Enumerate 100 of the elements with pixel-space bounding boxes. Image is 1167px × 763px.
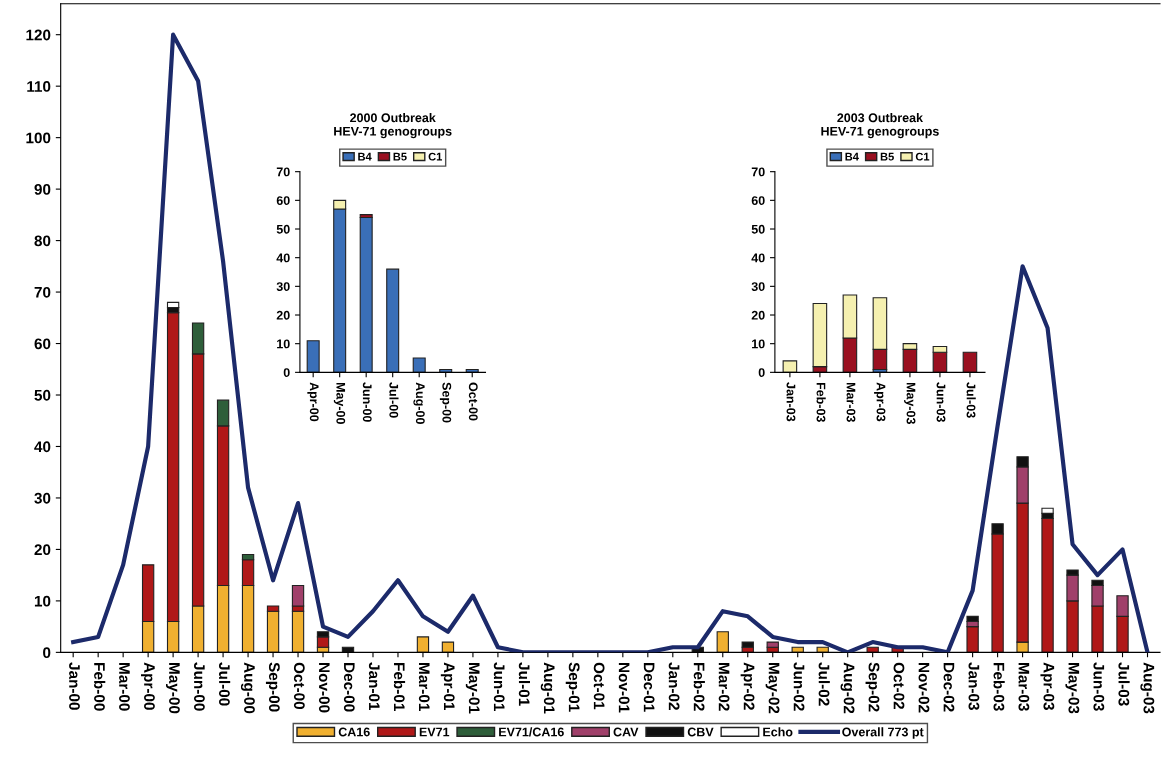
- x-tick-label: May-02: [765, 663, 780, 714]
- y-tick-label: 100: [26, 132, 51, 144]
- y-tick-label: 80: [34, 235, 51, 247]
- x-tick-label: Feb-03: [816, 382, 826, 422]
- y-tick-label: 70: [34, 286, 51, 298]
- legend-label: B4: [845, 152, 859, 161]
- y-tick-label: 70: [751, 167, 765, 177]
- x-tick-label: Dec-00: [343, 663, 355, 712]
- x-tick-label: Nov-02: [918, 663, 930, 713]
- x-tick-label: Feb-03: [993, 663, 1005, 711]
- legend-label: C1: [915, 152, 930, 161]
- bar: [386, 268, 400, 373]
- y-tick-label: 0: [43, 647, 51, 659]
- bar: [766, 641, 779, 648]
- x-tick-label: Apr-03: [874, 382, 886, 422]
- bar: [966, 626, 979, 653]
- bar: [416, 636, 430, 653]
- x-tick-label: Jun-03: [1093, 662, 1105, 711]
- x-tick-label: Feb-00: [94, 663, 106, 711]
- line-series: [71, 32, 1150, 653]
- x-tick-label: Aug-00: [413, 382, 425, 424]
- bar: [782, 360, 798, 373]
- bar: [741, 641, 754, 648]
- x-tick-label: Jun-02: [793, 662, 805, 711]
- x-tick-label: Jul-00: [389, 382, 399, 418]
- legend-label: B5: [880, 152, 894, 161]
- y-tick-label: 50: [34, 389, 51, 401]
- x-tick-label: Jun-01: [493, 662, 505, 711]
- x-tick-label: Jan-01: [368, 662, 380, 711]
- x-tick-label: Oct-02: [893, 662, 905, 710]
- legend-label: B4: [358, 152, 372, 161]
- x-tick-label: Apr-03: [1040, 662, 1055, 710]
- bar: [291, 610, 305, 653]
- y-tick-label: 10: [34, 595, 51, 607]
- x-tick-label: Oct-00: [468, 382, 478, 421]
- y-tick-label: 30: [276, 282, 290, 292]
- x-tick-label: Jul-03: [1118, 662, 1130, 706]
- legend-label: EV71/CA16: [499, 727, 564, 737]
- x-tick-label: Nov-01: [618, 663, 630, 713]
- bar: [816, 646, 829, 653]
- x-tick-label: Mar-01: [418, 663, 430, 711]
- bar: [966, 615, 979, 623]
- x-tick-label: May-03: [1065, 663, 1080, 714]
- bar: [1041, 517, 1054, 653]
- bar: [166, 301, 180, 309]
- x-tick-label: Mar-03: [846, 382, 856, 422]
- x-tick-label: May-00: [333, 382, 346, 424]
- legend-label: B5: [393, 152, 407, 161]
- x-tick-label: Dec-02: [943, 663, 955, 712]
- x-tick-label: Jul-02: [818, 662, 830, 706]
- bar: [359, 216, 373, 373]
- x-tick-label: Feb-02: [693, 663, 705, 711]
- y-tick-label: 20: [34, 544, 51, 556]
- x-tick-label: Dec-01: [643, 663, 655, 712]
- x-tick-label: Jun-00: [194, 662, 205, 711]
- bar: [306, 340, 320, 373]
- y-tick-label: 60: [34, 338, 51, 350]
- bar: [812, 302, 828, 368]
- legend-label: Overall 773 pt: [842, 727, 924, 739]
- x-tick-label: Jan-03: [968, 662, 980, 710]
- y-tick-label: 120: [26, 29, 51, 41]
- x-tick-label: Apr-02: [740, 662, 755, 710]
- x-tick-label: Jun-00: [362, 382, 372, 422]
- x-tick-label: May-01: [465, 663, 480, 714]
- x-tick-label: Oct-01: [593, 662, 605, 710]
- bar: [962, 351, 978, 373]
- y-tick-label: 60: [751, 196, 765, 205]
- x-tick-label: Jan-02: [668, 662, 680, 710]
- x-tick-label: Aug-01: [540, 662, 555, 714]
- x-tick-label: Jan-03: [786, 382, 796, 422]
- bar: [716, 631, 729, 653]
- y-tick-label: 50: [751, 224, 765, 234]
- x-tick-label: Sep-01: [565, 662, 580, 712]
- y-tick-label: 20: [751, 310, 765, 320]
- x-tick-label: Aug-02: [840, 662, 855, 714]
- y-tick-label: 10: [277, 339, 290, 349]
- y-tick-label: 90: [34, 183, 51, 195]
- x-tick-label: Jul-01: [518, 662, 531, 706]
- bar: [412, 357, 426, 373]
- y-tick-label: 70: [276, 167, 290, 177]
- x-tick-label: Mar-03: [1018, 663, 1030, 711]
- x-tick-label: Aug-00: [240, 662, 255, 714]
- x-tick-label: Apr-00: [141, 662, 155, 710]
- y-tick-label: 50: [276, 224, 290, 234]
- y-tick-label: 40: [276, 253, 290, 263]
- legend-label: CAV: [613, 727, 639, 737]
- y-tick-label: 0: [283, 368, 290, 377]
- x-tick-label: Jan-00: [69, 662, 80, 710]
- y-tick-label: 10: [752, 339, 765, 349]
- x-tick-label: Sep-00: [439, 382, 452, 423]
- chart-title: 2000 Outbreak HEV-71 genogroups: [334, 113, 452, 139]
- legend-label: CA16: [338, 727, 370, 737]
- legend-label: CBV: [687, 727, 714, 737]
- x-tick-label: Jul-03: [966, 382, 976, 418]
- x-tick-label: May-00: [165, 663, 180, 714]
- y-tick-label: 20: [276, 310, 290, 320]
- x-tick-label: Sep-00: [265, 662, 280, 712]
- x-tick-label: Jun-03: [936, 382, 946, 422]
- x-tick-label: Apr-01: [440, 662, 455, 711]
- y-tick-label: 110: [27, 81, 51, 92]
